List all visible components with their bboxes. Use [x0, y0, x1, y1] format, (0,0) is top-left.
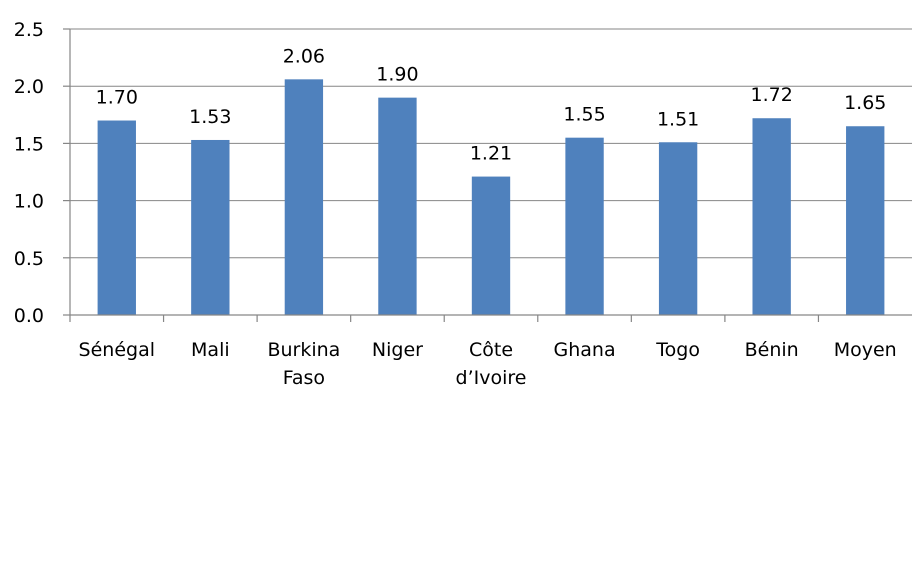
bar: [378, 97, 417, 315]
y-tick-label: 0.5: [14, 248, 44, 270]
bar: [97, 120, 136, 316]
x-tick-label: Togo: [655, 339, 700, 361]
y-tick-label: 0.0: [14, 305, 44, 327]
bar: [658, 142, 698, 315]
x-tick-label: Ghana: [554, 339, 616, 361]
x-tick-label: Niger: [372, 339, 423, 361]
x-tick-label: Côte d’Ivoire: [456, 339, 527, 389]
data-label: 1.65: [844, 92, 886, 114]
y-tick-label: 2.5: [14, 19, 44, 41]
y-tick-label: 1.5: [14, 133, 44, 155]
bar: [846, 126, 885, 316]
data-label: 1.55: [563, 104, 605, 126]
labels: 0.0 0.5 1.0 1.5 2.0 2.5 1.70 Sénégal 1.53 Mali 2.0…: [14, 19, 897, 389]
x-tick-label: Burkina Faso: [267, 339, 340, 389]
data-label: 1.53: [189, 106, 231, 128]
y-tick-label: 1.0: [14, 191, 44, 213]
x-tick-label: Sénégal: [79, 339, 155, 361]
data-label: 1.21: [470, 143, 512, 165]
axes: [63, 28, 912, 322]
x-tick-label: Moyen: [834, 339, 897, 361]
data-label: 2.06: [283, 45, 325, 67]
data-label: 1.90: [376, 64, 418, 86]
data-label: 1.70: [96, 87, 138, 109]
bar: [471, 176, 511, 315]
data-label: 1.51: [657, 108, 699, 130]
y-tick-label: 2.0: [14, 76, 44, 98]
bar: [191, 139, 230, 315]
bar: [284, 79, 324, 315]
x-tick-label: Mali: [191, 339, 230, 361]
data-label: 1.72: [751, 84, 793, 106]
x-tick-label: Bénin: [745, 339, 799, 361]
bar: [565, 137, 604, 315]
bar: [752, 118, 791, 316]
bars: [97, 79, 885, 316]
